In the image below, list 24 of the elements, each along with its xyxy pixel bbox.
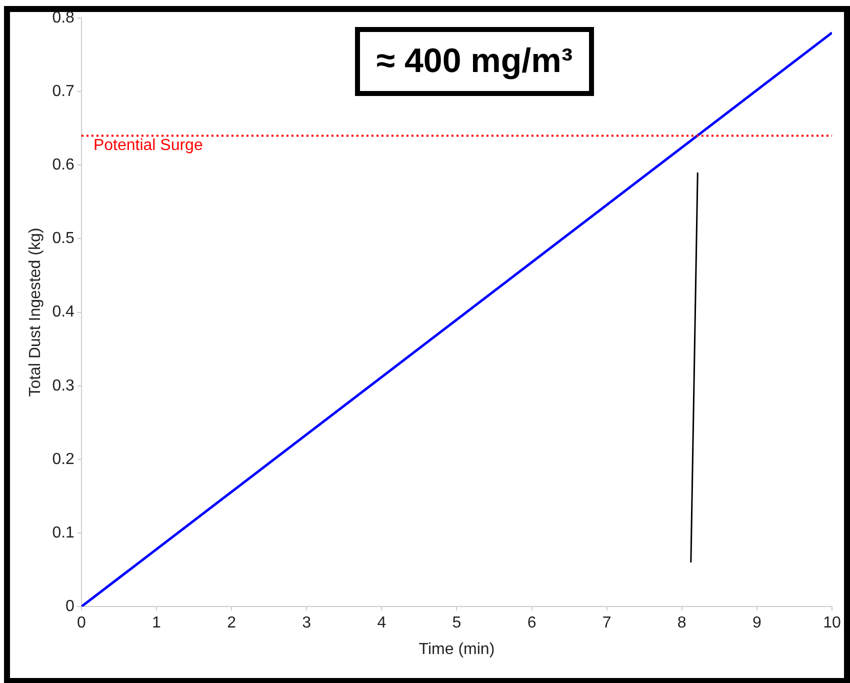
x-tick-label: 9 xyxy=(752,614,762,632)
x-tick-label: 1 xyxy=(152,614,162,632)
x-tick-label: 8 xyxy=(677,614,686,632)
y-tick-label: 0.2 xyxy=(52,450,75,468)
x-tick-label: 3 xyxy=(302,614,312,632)
annotation: ≈ 400 mg/m³ xyxy=(355,26,594,96)
x-tick-label: 5 xyxy=(452,614,462,632)
y-axis-title: Total Dust Ingested (kg) xyxy=(27,228,44,397)
y-tick-label: 0.6 xyxy=(52,156,75,174)
y-tick-label: 0.8 xyxy=(52,9,75,26)
x-tick-label: 2 xyxy=(227,614,236,632)
y-tick-label: 0 xyxy=(66,598,75,616)
x-axis-title: Time (min) xyxy=(418,640,495,658)
y-tick-label: 0.5 xyxy=(52,230,75,248)
x-tick-label: 7 xyxy=(602,614,612,632)
y-tick-label: 0.7 xyxy=(52,82,75,100)
y-tick-label: 0.4 xyxy=(52,304,75,321)
x-tick-label: 0 xyxy=(76,614,86,632)
ref-line-label: Potential Surge xyxy=(93,137,203,154)
x-tick-label: 10 xyxy=(823,614,841,632)
y-tick-label: 0.1 xyxy=(52,524,75,542)
x-tick-label: 6 xyxy=(527,614,536,632)
x-tick-label: 4 xyxy=(377,614,386,632)
y-tick-label: 0.3 xyxy=(52,377,75,394)
